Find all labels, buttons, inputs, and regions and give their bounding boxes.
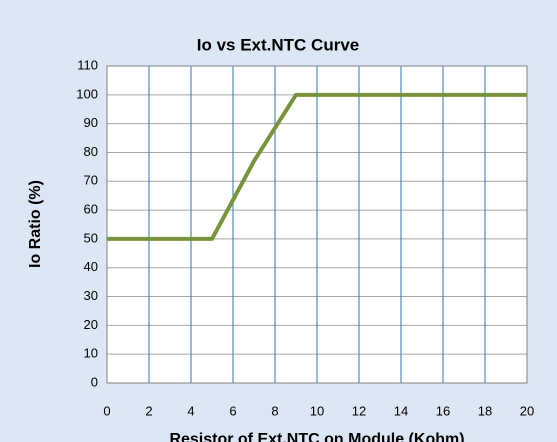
x-tick-label: 16 <box>436 403 450 418</box>
data-line <box>107 92 527 241</box>
x-tick-label: 2 <box>145 403 152 418</box>
x-tick-label: 14 <box>394 403 408 418</box>
y-tick-label: 80 <box>84 144 98 159</box>
y-tick-label: 100 <box>76 86 98 101</box>
y-tick-label: 40 <box>84 259 98 274</box>
plot-border <box>106 65 528 384</box>
x-tick-label: 20 <box>520 403 534 418</box>
y-tick-label: 90 <box>84 115 98 130</box>
y-tick-label: 60 <box>84 202 98 217</box>
chart-title: Io vs Ext.NTC Curve <box>197 35 360 54</box>
y-tick-label: 20 <box>84 317 98 332</box>
x-tick-label: 4 <box>187 403 194 418</box>
y-tick-label: 30 <box>84 288 98 303</box>
x-tick-label: 8 <box>271 403 278 418</box>
y-tick-label: 50 <box>84 230 98 245</box>
x-tick-label: 12 <box>352 403 366 418</box>
y-tick-label: 110 <box>77 57 98 72</box>
x-tick-label: 0 <box>103 403 110 418</box>
x-tick-label: 10 <box>310 403 324 418</box>
y-tick-label: 0 <box>91 374 98 389</box>
x-axis-label: Resistor of Ext.NTC on Module (Kohm) <box>169 431 464 442</box>
x-tick-label: 6 <box>229 403 236 418</box>
y-axis-label: Io Ratio (%) <box>27 180 44 268</box>
y-tick-label: 10 <box>84 346 98 361</box>
x-tick-label: 18 <box>478 403 492 418</box>
y-tick-label: 70 <box>84 173 98 188</box>
